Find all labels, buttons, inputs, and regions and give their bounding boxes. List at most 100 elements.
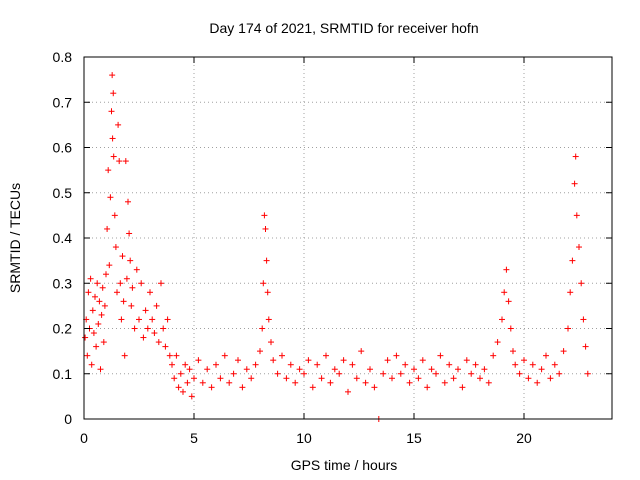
y-tick-label: 0.3	[53, 275, 73, 291]
data-point	[204, 366, 211, 373]
data-point	[186, 366, 193, 373]
data-point	[336, 370, 343, 377]
y-tick-label: 0.5	[53, 185, 73, 201]
data-point	[260, 280, 267, 287]
data-point	[402, 361, 409, 368]
data-point	[169, 361, 175, 368]
data-point	[393, 352, 400, 359]
data-point	[100, 339, 107, 346]
data-point	[551, 361, 558, 368]
data-point	[243, 366, 250, 373]
data-point	[248, 375, 255, 382]
data-point	[106, 262, 113, 269]
data-point	[428, 366, 435, 373]
y-tick-label: 0.8	[53, 49, 73, 65]
data-point	[252, 361, 259, 368]
data-point	[572, 153, 579, 160]
data-point	[112, 244, 119, 251]
data-point	[485, 379, 492, 386]
data-point	[389, 375, 395, 382]
data-point	[397, 370, 404, 377]
data-point	[173, 352, 180, 359]
data-point	[108, 108, 115, 115]
data-point	[292, 379, 299, 386]
data-point	[264, 289, 271, 296]
data-point	[199, 379, 206, 386]
data-point	[213, 361, 219, 368]
data-point	[287, 361, 294, 368]
data-point	[195, 357, 202, 364]
y-tick-label: 0.7	[53, 94, 73, 110]
data-point	[160, 325, 167, 332]
data-point	[89, 307, 96, 314]
data-point	[131, 325, 138, 332]
data-point	[90, 330, 97, 337]
data-point	[494, 339, 501, 346]
data-point	[274, 370, 281, 377]
data-point	[125, 198, 131, 205]
data-point	[92, 293, 98, 300]
data-point	[318, 375, 325, 382]
data-point	[362, 379, 369, 386]
x-tick-label: 5	[190, 430, 198, 446]
data-point	[358, 348, 365, 355]
data-point	[512, 361, 519, 368]
data-point	[188, 393, 195, 400]
data-point	[446, 361, 453, 368]
data-point	[138, 280, 145, 287]
data-point	[122, 158, 129, 165]
data-point	[180, 388, 186, 395]
data-point	[301, 370, 307, 377]
data-point	[490, 352, 497, 359]
data-point	[283, 375, 290, 382]
data-point	[121, 352, 128, 359]
data-point	[262, 225, 269, 232]
data-point	[105, 167, 112, 174]
data-point	[177, 370, 184, 377]
data-point	[578, 280, 585, 287]
grid	[84, 57, 612, 419]
data-point	[582, 343, 589, 350]
data-point	[99, 284, 106, 291]
data-point	[191, 375, 197, 382]
data-point	[120, 298, 127, 305]
data-point	[459, 384, 466, 391]
data-point	[270, 357, 277, 364]
data-point	[107, 194, 114, 201]
data-point	[142, 307, 149, 314]
data-point	[543, 352, 549, 359]
data-point	[151, 330, 158, 337]
data-point	[239, 384, 246, 391]
x-tick-label: 20	[516, 430, 532, 446]
y-tick-label: 0.1	[53, 366, 73, 382]
x-tick-label: 0	[80, 430, 88, 446]
data-point	[468, 370, 475, 377]
data-point	[340, 357, 347, 364]
data-point	[525, 375, 532, 382]
data-point	[127, 257, 134, 264]
data-point	[226, 379, 233, 386]
data-point	[171, 375, 178, 382]
data-point	[175, 384, 182, 391]
data-point	[565, 325, 571, 332]
data-point	[424, 384, 431, 391]
data-point	[136, 316, 142, 323]
data-point	[182, 361, 189, 368]
data-point	[133, 266, 140, 273]
data-point	[84, 352, 91, 359]
data-point	[118, 316, 125, 323]
data-point	[115, 121, 122, 128]
data-point	[573, 212, 580, 219]
x-axis-label: GPS time / hours	[291, 457, 398, 473]
data-point	[380, 370, 387, 377]
data-point	[162, 343, 169, 350]
data-point	[149, 316, 156, 323]
x-tick-label: 15	[406, 430, 422, 446]
data-point	[279, 352, 285, 359]
data-point	[88, 361, 95, 368]
data-point	[571, 180, 578, 187]
data-point	[472, 361, 479, 368]
data-point	[305, 357, 312, 364]
